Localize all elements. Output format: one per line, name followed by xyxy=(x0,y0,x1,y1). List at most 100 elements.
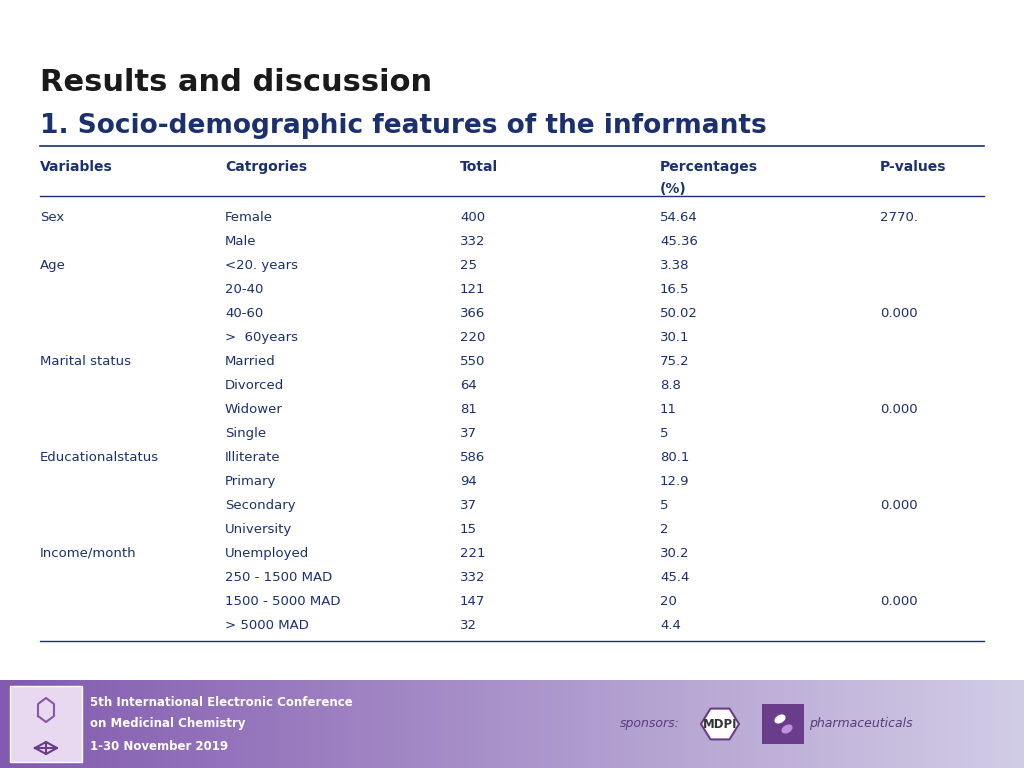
Bar xyxy=(430,680,435,768)
Bar xyxy=(338,680,343,768)
Text: 0.000: 0.000 xyxy=(880,403,918,416)
Bar xyxy=(983,680,988,768)
Text: Married: Married xyxy=(225,355,275,368)
Text: 1-30 November 2019: 1-30 November 2019 xyxy=(90,740,228,753)
Bar xyxy=(901,680,906,768)
Text: Catrgories: Catrgories xyxy=(225,160,307,174)
Bar xyxy=(594,680,599,768)
Bar xyxy=(333,680,338,768)
Bar xyxy=(558,680,563,768)
Bar xyxy=(686,680,691,768)
Text: 20: 20 xyxy=(660,595,677,608)
Text: 11: 11 xyxy=(660,403,677,416)
Bar xyxy=(1009,680,1014,768)
Bar xyxy=(323,680,328,768)
Bar xyxy=(599,680,604,768)
Bar xyxy=(753,680,758,768)
Bar xyxy=(0,680,5,768)
Text: 4.4: 4.4 xyxy=(660,619,681,632)
Bar xyxy=(937,680,942,768)
Bar xyxy=(850,680,855,768)
Bar xyxy=(410,680,415,768)
Bar xyxy=(445,680,451,768)
Bar xyxy=(742,680,748,768)
Bar xyxy=(41,680,46,768)
Bar xyxy=(481,680,486,768)
Bar xyxy=(701,680,707,768)
Bar xyxy=(87,680,92,768)
Bar xyxy=(287,680,292,768)
Bar xyxy=(881,680,886,768)
Bar xyxy=(553,680,558,768)
Bar xyxy=(420,680,425,768)
Bar xyxy=(589,680,594,768)
Text: 25: 25 xyxy=(460,259,477,272)
Bar xyxy=(845,680,850,768)
Bar xyxy=(138,680,143,768)
Bar xyxy=(159,680,164,768)
Bar xyxy=(82,680,87,768)
Text: 81: 81 xyxy=(460,403,477,416)
Bar xyxy=(1014,680,1019,768)
Bar xyxy=(502,680,507,768)
Ellipse shape xyxy=(774,714,785,723)
Bar xyxy=(722,680,727,768)
Bar xyxy=(835,680,840,768)
Bar xyxy=(108,680,113,768)
Bar xyxy=(762,704,804,744)
Bar xyxy=(246,680,251,768)
Bar xyxy=(236,680,241,768)
Bar xyxy=(215,680,220,768)
Text: 32: 32 xyxy=(460,619,477,632)
Bar xyxy=(778,680,783,768)
Bar xyxy=(174,680,179,768)
Bar xyxy=(67,680,72,768)
Bar xyxy=(10,680,15,768)
Bar xyxy=(922,680,927,768)
Bar xyxy=(824,680,829,768)
Bar xyxy=(732,680,737,768)
Bar xyxy=(932,680,937,768)
Text: 75.2: 75.2 xyxy=(660,355,689,368)
Bar xyxy=(768,680,773,768)
Bar xyxy=(302,680,307,768)
Bar xyxy=(10,686,82,762)
Text: University: University xyxy=(225,523,292,536)
Bar xyxy=(205,680,210,768)
Bar xyxy=(707,680,712,768)
Bar xyxy=(911,680,916,768)
Text: 366: 366 xyxy=(460,307,485,320)
Bar xyxy=(435,680,440,768)
Text: 2: 2 xyxy=(660,523,669,536)
Text: 332: 332 xyxy=(460,571,485,584)
Bar xyxy=(210,680,215,768)
Text: 1. Socio-demographic features of the informants: 1. Socio-demographic features of the inf… xyxy=(40,113,767,139)
Text: Total: Total xyxy=(460,160,498,174)
Text: 5: 5 xyxy=(660,427,669,440)
Bar xyxy=(169,680,174,768)
Text: 45.36: 45.36 xyxy=(660,235,698,248)
Text: 5: 5 xyxy=(660,499,669,512)
Bar xyxy=(819,680,824,768)
Bar xyxy=(522,680,527,768)
Bar xyxy=(102,680,108,768)
Text: 45.4: 45.4 xyxy=(660,571,689,584)
Text: Variables: Variables xyxy=(40,160,113,174)
Bar xyxy=(353,680,358,768)
Text: 16.5: 16.5 xyxy=(660,283,689,296)
Bar xyxy=(230,680,236,768)
Bar xyxy=(497,680,502,768)
Bar xyxy=(773,680,778,768)
Bar xyxy=(579,680,584,768)
Bar xyxy=(328,680,333,768)
Bar xyxy=(604,680,609,768)
Text: 40-60: 40-60 xyxy=(225,307,263,320)
Bar xyxy=(829,680,835,768)
Bar xyxy=(466,680,471,768)
Bar xyxy=(282,680,287,768)
Bar xyxy=(650,680,655,768)
Text: Female: Female xyxy=(225,211,273,224)
Bar xyxy=(927,680,932,768)
Bar xyxy=(916,680,922,768)
Text: 37: 37 xyxy=(460,427,477,440)
